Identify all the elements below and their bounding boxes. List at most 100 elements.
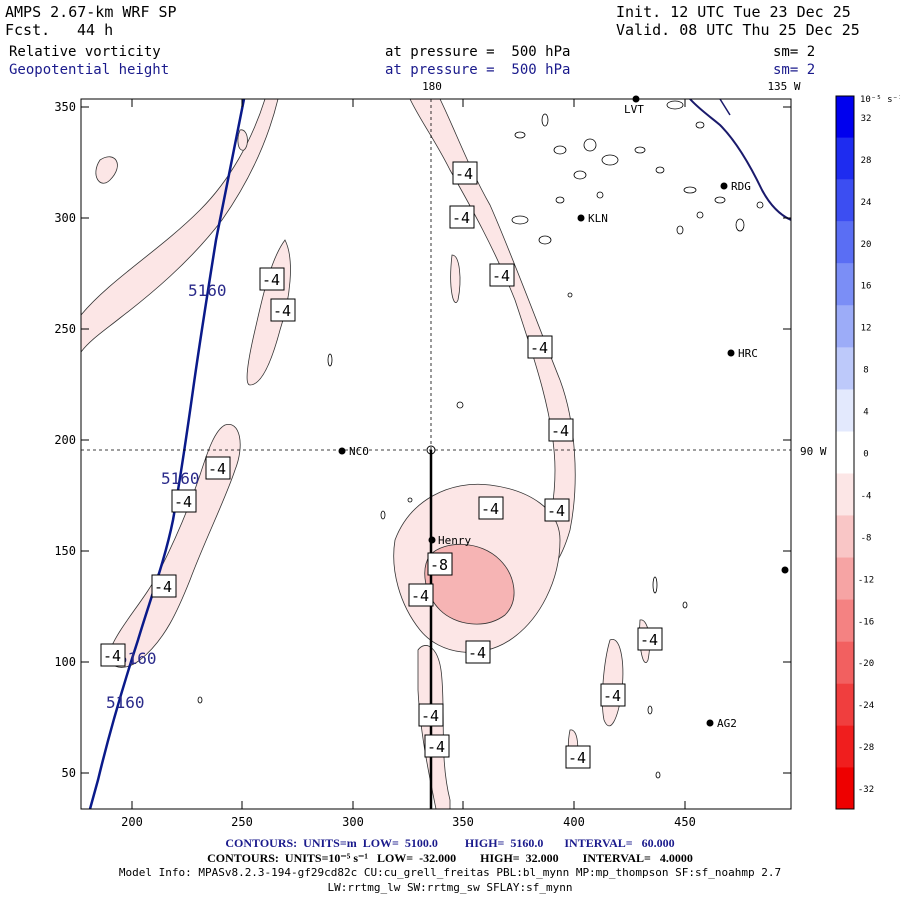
colorbar: 32 28 24 20 16 12 8 4 0 -4 -8 -12 -16 -20 -24 -28 -32: [835, 95, 874, 810]
colorbar-label: 0: [863, 450, 868, 460]
vort-label: -4: [273, 302, 291, 320]
colorbar-swatch: [836, 431, 854, 474]
lat-label-90w: 90 W: [800, 445, 827, 458]
colorbar-swatch: [836, 599, 854, 642]
colorbar-swatch: [836, 221, 854, 264]
x-tick-400: 400: [563, 815, 585, 829]
colorbar-swatch: [836, 137, 854, 180]
colorbar-label: 12: [861, 324, 872, 334]
colorbar-label: -32: [858, 785, 874, 795]
colorbar-label: 20: [861, 240, 872, 250]
height-contour-5160: [88, 99, 246, 809]
coastline: [689, 99, 791, 221]
vort-label: -4: [154, 578, 172, 596]
vort-label: -4: [262, 271, 280, 289]
field2-name: Geopotential height: [9, 62, 170, 78]
stations: LVT RDG KLN HRC NCO Henry AG2: [338, 95, 789, 730]
colorbar-swatch: [836, 641, 854, 684]
height-label: 5160: [161, 469, 200, 488]
colorbar-swatch: [836, 515, 854, 558]
height-label: 5160: [106, 693, 145, 712]
station-label-rdg: RDG: [731, 180, 751, 193]
station-label-nco: NCO: [349, 445, 369, 458]
vort-label: -4: [551, 422, 569, 440]
field2-pressure: at pressure = 500 hPa: [385, 62, 571, 78]
colorbar-label: 28: [861, 156, 872, 166]
colorbar-swatch: [836, 263, 854, 306]
station-label-henry: Henry: [438, 534, 471, 547]
vort-label: -4: [492, 267, 510, 285]
y-tick-300: 300: [54, 211, 76, 225]
vort-label: -4: [427, 738, 445, 756]
colorbar-swatch: [836, 767, 854, 809]
model-physics: LW:rrtmg_lw SW:rrtmg_sw SFLAY:sf_mynn: [327, 881, 573, 894]
field1-name: Relative vorticity: [9, 44, 161, 60]
vort-label: -4: [455, 165, 473, 183]
station-marker: [727, 349, 735, 357]
lon-label-135w: 135 W: [767, 80, 800, 93]
vort-label: -4: [603, 687, 621, 705]
vort-label: -8: [430, 556, 448, 574]
colorbar-label: 32: [861, 114, 872, 124]
colorbar-swatch: [836, 96, 854, 138]
station-marker: [338, 447, 346, 455]
field1-pressure: at pressure = 500 hPa: [385, 44, 571, 60]
vort-label: -4: [411, 587, 429, 605]
height-label: 5160: [188, 281, 227, 300]
lon-label-180: 180: [422, 80, 442, 93]
forecast-label: Fcst.: [5, 21, 51, 39]
colorbar-label: 16: [861, 282, 872, 292]
colorbar-label: -24: [858, 701, 874, 711]
model-title: AMPS 2.67-km WRF SP: [5, 3, 177, 21]
vort-label: -4: [421, 707, 439, 725]
y-tick-350: 350: [54, 100, 76, 114]
y-tick-200: 200: [54, 433, 76, 447]
station-marker: [781, 566, 789, 574]
colorbar-swatch: [836, 389, 854, 432]
station-label-hrc: HRC: [738, 347, 758, 360]
colorbar-swatch: [836, 683, 854, 726]
vort-label: -4: [103, 647, 121, 665]
x-tick-250: 250: [231, 815, 253, 829]
station-marker: [706, 719, 714, 727]
height-label: 5160: [118, 649, 157, 668]
y-tick-50: 50: [62, 766, 76, 780]
valid-time: Valid. 08 UTC Thu 25 Dec 25: [616, 21, 860, 39]
vort-label: -4: [481, 500, 499, 518]
station-label-ag2: AG2: [717, 717, 737, 730]
init-time: Init. 12 UTC Tue 23 Dec 25: [616, 3, 851, 21]
colorbar-label: -16: [858, 617, 874, 627]
vort-label: -4: [568, 749, 586, 767]
colorbar-label: 4: [863, 408, 868, 418]
y-tick-250: 250: [54, 322, 76, 336]
x-tick-300: 300: [342, 815, 364, 829]
y-axis: [81, 106, 791, 774]
station-marker: [577, 214, 585, 222]
colorbar-label: 24: [861, 198, 872, 208]
vort-label: -4: [174, 493, 192, 511]
vorticity-labels: -4 -4 -4 -4 -4 -4 -4 -4 -4 -4 -4 -4 -4 -…: [100, 161, 663, 769]
colorbar-label: -4: [861, 491, 872, 501]
small-contours: [197, 100, 764, 779]
y-tick-150: 150: [54, 544, 76, 558]
colorbar-label: 8: [863, 366, 868, 376]
colorbar-swatch: [836, 347, 854, 390]
vort-label: -4: [547, 502, 565, 520]
x-tick-450: 450: [674, 815, 696, 829]
colorbar-swatch: [836, 473, 854, 516]
x-axis: [131, 99, 686, 809]
colorbar-label: -12: [858, 575, 874, 585]
x-tick-350: 350: [452, 815, 474, 829]
model-info: Model Info: MPASv8.2.3-194-gf29cd82c CU:…: [118, 866, 782, 879]
vort-label: -4: [530, 339, 548, 357]
station-marker: [428, 536, 436, 544]
station-label-kln: KLN: [588, 212, 608, 225]
colorbar-swatch: [836, 179, 854, 222]
field1-smoothing: sm= 2: [773, 44, 816, 60]
contour-info-vorticity: CONTOURS: UNITS=10⁻⁵ s⁻¹ LOW= -32.000 HI…: [207, 851, 693, 865]
colorbar-swatch: [836, 305, 854, 348]
x-tick-200: 200: [121, 815, 143, 829]
colorbar-label: -20: [858, 659, 874, 669]
station-label-lvt: LVT: [624, 103, 644, 116]
vort-label: -4: [452, 209, 470, 227]
